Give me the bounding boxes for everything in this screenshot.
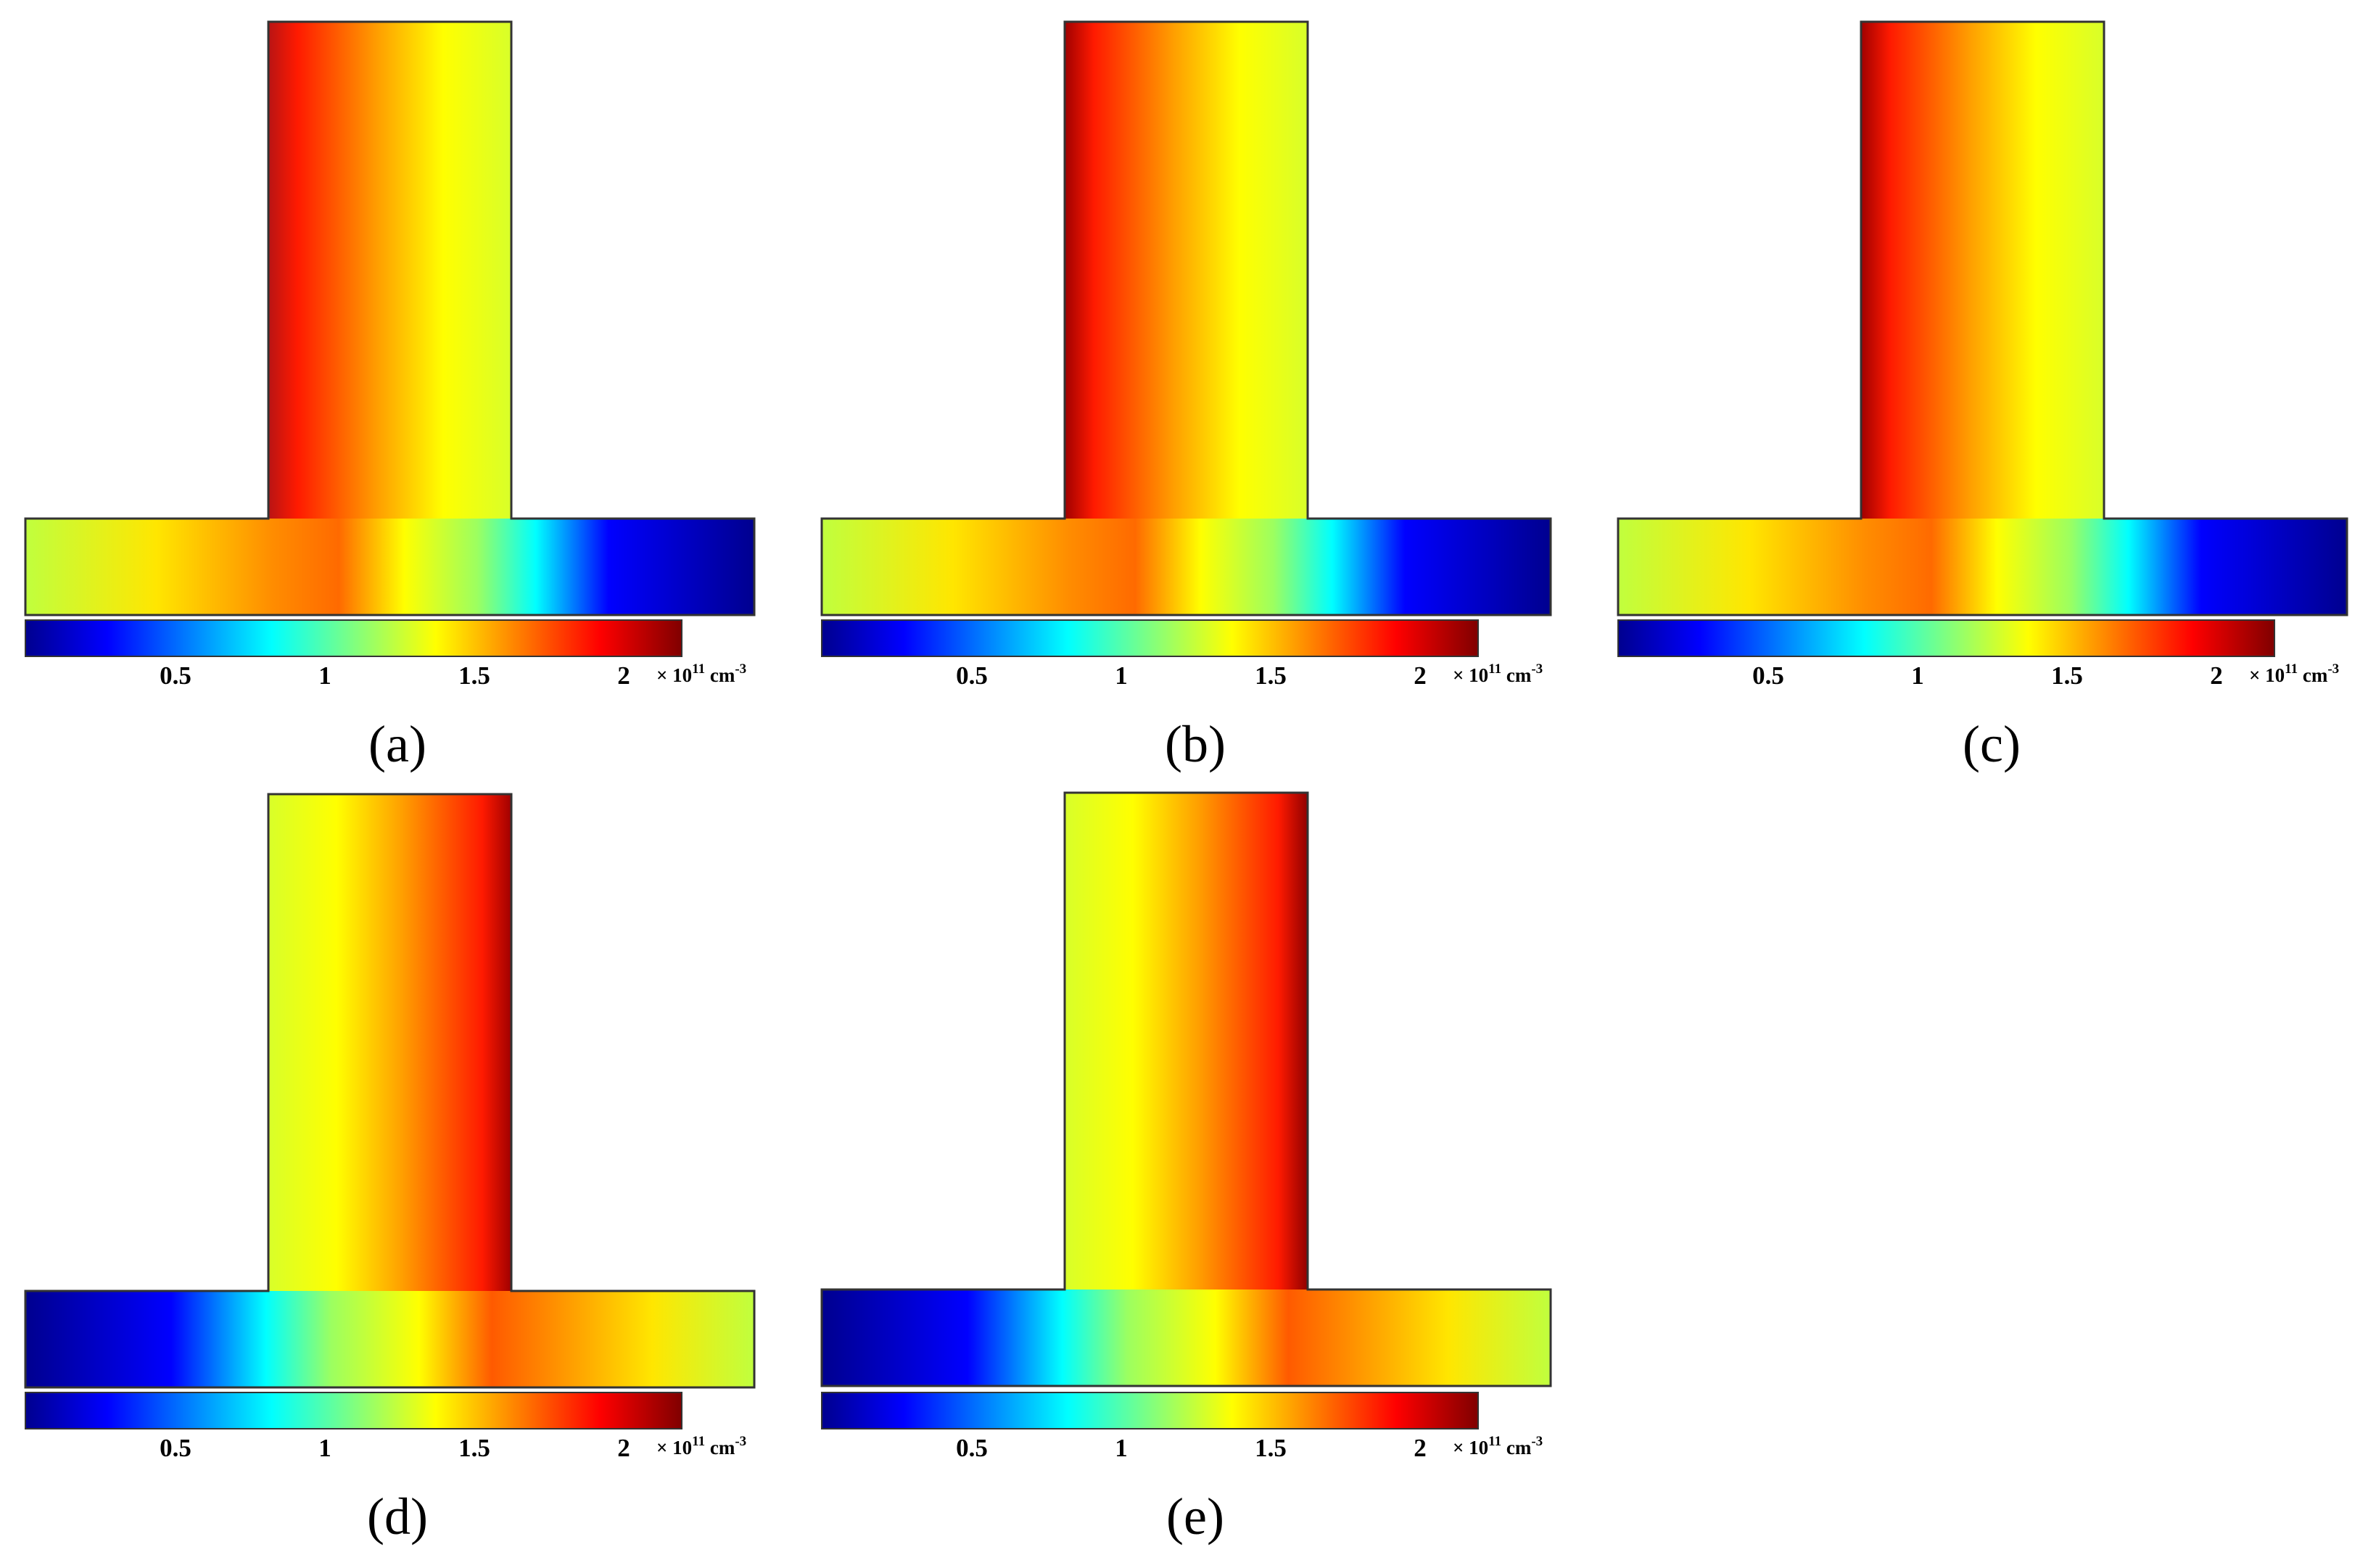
t-shape-plot-c: 0.5 1 1.5 2 × 1011 cm-3 <box>1617 20 2348 690</box>
stem-region <box>1065 22 1308 522</box>
panel-d: 0.5 1 1.5 2 × 1011 cm-3 (d) <box>22 791 776 1546</box>
colorbar-tick-label: 1 <box>1115 1434 1128 1462</box>
colorbar-unit: × 1011 cm-3 <box>1453 1434 1543 1458</box>
colorbar-unit: × 1011 cm-3 <box>1453 661 1543 686</box>
colorbar-unit: × 1011 cm-3 <box>656 661 746 686</box>
panel-b: 0.5 1 1.5 2 × 1011 cm-3 (b) <box>818 18 1572 773</box>
panel-e: 0.5 1 1.5 2 × 1011 cm-3 (e) <box>818 791 1572 1546</box>
colorbar <box>25 1392 682 1429</box>
panel-label-c: (c) <box>1963 715 2021 773</box>
colorbar <box>821 1392 1479 1429</box>
stem-region <box>268 794 511 1295</box>
colorbar-unit: × 1011 cm-3 <box>656 1434 746 1458</box>
colorbar-tick-label: 1.5 <box>458 1434 490 1462</box>
colorbar-tick-label: 0.5 <box>956 1434 988 1462</box>
colorbar-tick-label: 2 <box>617 1434 630 1462</box>
colorbar-tick-label: 2 <box>617 661 630 690</box>
t-shape-plot-e: 0.5 1 1.5 2 × 1011 cm-3 <box>820 791 1552 1462</box>
colorbar-tick-label: 1 <box>1115 661 1128 690</box>
t-shape-outline <box>820 791 1552 1387</box>
flange-region <box>1618 519 2347 615</box>
colorbar <box>821 619 1479 657</box>
panel-label-b: (b) <box>1165 715 1226 773</box>
colorbar-tick-label: 0.5 <box>956 661 988 690</box>
colorbar-tick-label: 1.5 <box>458 661 490 690</box>
flange-region <box>25 1291 754 1387</box>
t-shape-outline <box>24 793 756 1389</box>
panel-label-d: (d) <box>367 1487 428 1546</box>
colorbar-tick-label: 0.5 <box>160 1434 191 1462</box>
stem-region <box>1065 793 1308 1295</box>
colorbar-tick-label: 2 <box>2210 661 2223 690</box>
panel-c: 0.5 1 1.5 2 × 1011 cm-3 (c) <box>1614 18 2369 773</box>
colorbar-tick-label: 0.5 <box>1752 661 1784 690</box>
stem-region <box>268 22 511 522</box>
colorbar-tick-label: 1.5 <box>1255 1434 1287 1462</box>
colorbar-tick-label: 0.5 <box>160 661 191 690</box>
colorbar-tick-label: 1 <box>318 1434 331 1462</box>
colorbar-tick-label: 2 <box>1414 1434 1427 1462</box>
flange-region <box>822 519 1551 615</box>
t-shape-outline <box>820 20 1552 616</box>
t-shape-outline <box>1617 20 2348 616</box>
panel-label-a: (a) <box>368 715 426 773</box>
stem-region <box>1861 22 2104 522</box>
t-shape-outline <box>24 20 756 616</box>
panel-label-e: (e) <box>1166 1487 1224 1546</box>
flange-region <box>25 519 754 615</box>
colorbar-tick-label: 1.5 <box>1255 661 1287 690</box>
colorbar-tick-label: 1.5 <box>2051 661 2083 690</box>
colorbar-tick-label: 1 <box>318 661 331 690</box>
colorbar <box>1617 619 2275 657</box>
flange-region <box>822 1290 1551 1386</box>
t-shape-plot-a: 0.5 1 1.5 2 × 1011 cm-3 <box>24 20 756 690</box>
t-shape-plot-b: 0.5 1 1.5 2 × 1011 cm-3 <box>820 20 1552 690</box>
t-shape-plot-d: 0.5 1 1.5 2 × 1011 cm-3 <box>24 793 756 1462</box>
colorbar-tick-label: 1 <box>1911 661 1924 690</box>
colorbar-unit: × 1011 cm-3 <box>2249 661 2339 686</box>
colorbar-tick-label: 2 <box>1414 661 1427 690</box>
panel-a: 0.5 1 1.5 2 × 1011 cm-3 (a) <box>22 18 776 773</box>
colorbar <box>25 619 682 657</box>
